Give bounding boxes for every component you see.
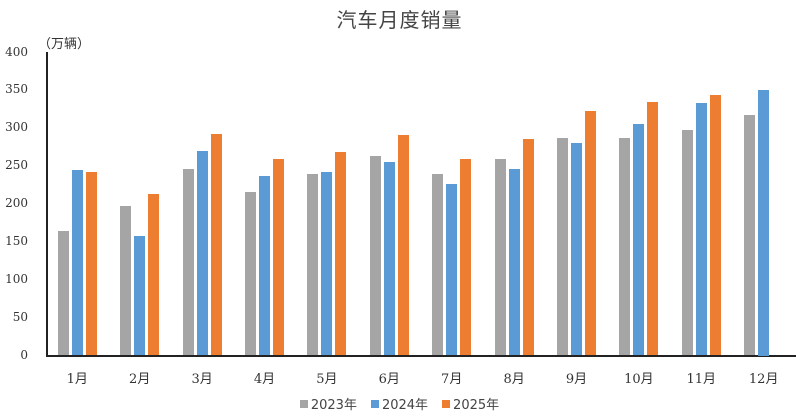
bar: [397, 135, 409, 356]
x-axis-line: [46, 355, 796, 357]
legend-item: 2024年: [370, 394, 429, 413]
legend: 2023年 2024年 2025年: [0, 394, 799, 413]
bar: [585, 110, 596, 356]
y-tick-label: 350: [5, 82, 28, 97]
x-tick-label: 2月: [129, 372, 151, 387]
bar: [85, 172, 97, 356]
bar: [71, 169, 83, 356]
x-tick-label: 5月: [316, 372, 338, 387]
y-tick-label: 250: [5, 158, 28, 173]
bar: [57, 231, 69, 356]
legend-label: 2023年: [310, 398, 357, 413]
bar: [120, 206, 132, 356]
x-tick-label: 12月: [748, 372, 779, 387]
bar: [647, 102, 659, 356]
legend-label: 2025年: [453, 398, 500, 413]
x-tick-label: 3月: [191, 372, 213, 387]
bar: [681, 129, 693, 356]
legend-swatch-icon: [299, 399, 308, 408]
x-tick-label: 4月: [253, 372, 276, 387]
chart-title: 汽车月度销量: [336, 8, 463, 32]
x-tick-label: 6月: [378, 372, 400, 387]
bar: [557, 138, 568, 356]
bar: [134, 235, 146, 356]
bar: [744, 115, 756, 356]
x-tick-label: 1月: [66, 372, 88, 387]
y-tick-label: 150: [5, 233, 28, 248]
bar: [383, 162, 395, 356]
x-tick-label: 11月: [686, 372, 717, 387]
bar: [432, 174, 444, 356]
bar: [460, 158, 472, 356]
bar: [196, 150, 208, 356]
x-tick-label: 7月: [441, 372, 463, 387]
bar: [695, 103, 707, 356]
x-tick-label: 9月: [565, 372, 588, 387]
bar: [245, 191, 256, 356]
legend-swatch-icon: [442, 399, 451, 408]
y-tick-label: 200: [5, 196, 28, 210]
bar: [148, 194, 160, 356]
bar: [508, 169, 520, 356]
legend-label: 2024年: [381, 398, 429, 413]
bar: [182, 169, 194, 356]
bar: [446, 184, 458, 356]
y-tick-label: 400: [5, 44, 28, 59]
y-axis-line: [46, 52, 48, 356]
bar: [758, 90, 770, 356]
bar: [210, 134, 222, 356]
x-tick-label: 8月: [503, 372, 525, 387]
y-axis-unit-label: （万辆）: [38, 37, 91, 52]
bar: [335, 151, 347, 356]
bar: [522, 138, 534, 356]
legend-swatch-icon: [370, 399, 379, 408]
legend-item: 2023年: [299, 394, 357, 413]
bar: [307, 174, 319, 356]
y-tick-label: 0: [20, 347, 28, 362]
y-tick-label: 300: [5, 120, 28, 135]
bar: [494, 159, 506, 356]
bar: [259, 175, 270, 356]
bar: [273, 158, 284, 356]
legend-item: 2025年: [442, 394, 499, 413]
bar: [321, 172, 333, 356]
bar: [619, 138, 631, 356]
y-tick-label: 100: [5, 271, 28, 286]
bar: [633, 123, 645, 356]
bar: [571, 142, 582, 356]
x-tick-label: 10月: [624, 372, 654, 387]
bar: [709, 94, 721, 356]
bar: [369, 156, 381, 356]
y-tick-label: 50: [12, 309, 28, 324]
